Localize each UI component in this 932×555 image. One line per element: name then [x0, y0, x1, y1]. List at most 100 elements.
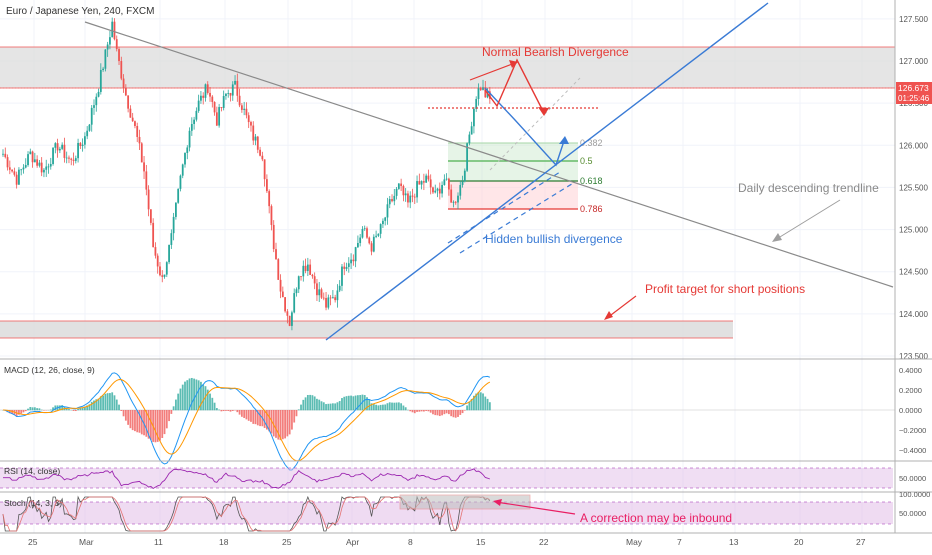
- macd-histogram-bar: [209, 394, 211, 411]
- candle-body: [343, 267, 345, 269]
- fib-label-05: 0.5: [580, 156, 593, 166]
- candle-body: [459, 185, 461, 196]
- macd-histogram-bar: [321, 401, 323, 410]
- macd-histogram-bar: [218, 410, 220, 411]
- macd-histogram-bar: [161, 410, 163, 438]
- candle-body: [439, 189, 441, 194]
- macd-histogram-bar: [36, 408, 38, 410]
- candle-body: [23, 168, 25, 170]
- macd-histogram-bar: [296, 410, 298, 416]
- candle-body: [230, 93, 232, 96]
- stoch-highlight: [400, 495, 530, 509]
- candle-body: [189, 131, 191, 148]
- macd-histogram-bar: [280, 410, 282, 440]
- candle-body: [91, 108, 93, 125]
- candle-body: [200, 96, 202, 101]
- candle-body: [232, 84, 234, 95]
- candle-body: [455, 202, 457, 203]
- macd-histogram-bar: [43, 410, 45, 411]
- macd-histogram-bar: [423, 410, 425, 412]
- candle-body: [350, 260, 352, 264]
- macd-histogram-bar: [164, 410, 166, 434]
- candle-body: [198, 101, 200, 111]
- macd-histogram-bar: [50, 410, 52, 411]
- macd-histogram-bar: [352, 396, 354, 410]
- macd-histogram-bar: [155, 410, 157, 442]
- candle-body: [104, 49, 106, 68]
- candle-body: [61, 145, 63, 149]
- candle-body: [368, 238, 370, 244]
- candle-body: [134, 121, 136, 126]
- macd-histogram-bar: [102, 396, 104, 411]
- macd-histogram-bar: [223, 410, 225, 411]
- candle-body: [82, 145, 84, 146]
- macd-histogram-bar: [141, 410, 143, 434]
- candle-body: [202, 96, 204, 98]
- candle-body: [407, 193, 409, 202]
- candle-body: [271, 206, 273, 225]
- annotation-correction: A correction may be inbound: [580, 511, 732, 525]
- candle-body: [205, 84, 207, 98]
- macd-histogram-bar: [343, 397, 345, 411]
- macd-histogram-bar: [341, 398, 343, 410]
- stoch-tick-label: 50.0000: [899, 509, 926, 518]
- macd-histogram-bar: [216, 408, 218, 410]
- macd-histogram-bar: [464, 410, 466, 411]
- time-tick-label: 11: [154, 537, 163, 547]
- macd-histogram-bar: [225, 410, 227, 411]
- macd-histogram-bar: [221, 410, 223, 411]
- candle-body: [102, 69, 104, 70]
- candle-body: [157, 256, 159, 267]
- macd-histogram-bar: [250, 410, 252, 422]
- candle-body: [255, 137, 257, 141]
- macd-tick-label: −0.4000: [899, 446, 926, 455]
- candle-body: [52, 148, 54, 164]
- candle-body: [473, 109, 475, 126]
- price-tick-label: 124.000: [899, 310, 928, 319]
- candle-body: [273, 225, 275, 249]
- macd-histogram-bar: [25, 410, 27, 411]
- candle-body: [239, 96, 241, 106]
- macd-histogram-bar: [232, 410, 234, 411]
- candle-body: [464, 171, 466, 182]
- time-tick-label: 8: [408, 537, 413, 547]
- stoch-tick-label: 100.0000: [899, 490, 930, 499]
- candle-body: [27, 154, 29, 165]
- candle-body: [302, 266, 304, 277]
- candle-body: [480, 88, 482, 90]
- candle-body: [223, 96, 225, 108]
- macd-histogram-bar: [425, 410, 427, 411]
- macd-histogram-bar: [29, 407, 31, 410]
- candle-body: [89, 125, 91, 131]
- macd-histogram-bar: [227, 410, 229, 411]
- macd-histogram-bar: [307, 395, 309, 410]
- candle-body: [4, 154, 6, 157]
- candle-body: [177, 189, 179, 203]
- candle-body: [109, 37, 111, 44]
- candle-body: [309, 265, 311, 275]
- candle-body: [366, 228, 368, 237]
- macd-histogram-bar: [118, 405, 120, 411]
- macd-histogram-bar: [339, 401, 341, 410]
- candle-body: [2, 154, 4, 155]
- candle-body: [409, 196, 411, 203]
- candle-body: [362, 229, 364, 238]
- candle-body: [259, 150, 261, 156]
- candle-body: [159, 266, 161, 275]
- macd-histogram-bar: [111, 392, 113, 410]
- price-tick-label: 124.500: [899, 268, 928, 277]
- candle-body: [43, 170, 45, 173]
- candle-body: [125, 88, 127, 95]
- macd-histogram-bar: [302, 400, 304, 410]
- candle-body: [437, 189, 439, 191]
- macd-histogram-bar: [239, 410, 241, 415]
- candle-body: [166, 262, 168, 274]
- candle-body: [289, 316, 291, 326]
- candle-body: [48, 167, 50, 168]
- macd-histogram-bar: [104, 394, 106, 411]
- macd-histogram-bar: [177, 394, 179, 411]
- macd-histogram-bar: [182, 385, 184, 411]
- price-tick-label: 127.500: [899, 15, 928, 24]
- candle-body: [182, 164, 184, 175]
- candle-body: [403, 186, 405, 195]
